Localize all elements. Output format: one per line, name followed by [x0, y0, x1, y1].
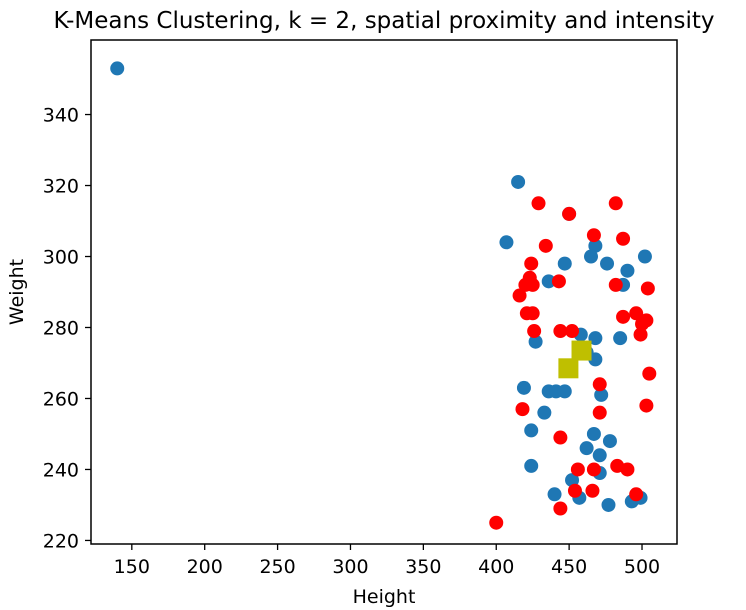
data-point [518, 277, 533, 292]
y-tick-label: 300 [43, 247, 79, 269]
data-point [592, 405, 607, 420]
data-point [525, 306, 540, 321]
data-point [553, 430, 568, 445]
data-point [499, 235, 514, 250]
data-point [600, 256, 615, 271]
data-point [579, 441, 594, 456]
x-tick-label: 250 [259, 556, 295, 578]
data-point [629, 306, 644, 321]
x-axis-ticks: 150 200 250 300 350 400 450 500 [114, 544, 660, 578]
data-point [541, 274, 556, 289]
y-tick-label: 260 [43, 388, 79, 410]
data-point [592, 377, 607, 392]
x-tick-label: 300 [332, 556, 368, 578]
data-point [620, 263, 635, 278]
data-point [547, 487, 562, 502]
centroid-marker [571, 340, 592, 361]
data-point [583, 249, 598, 264]
data-point [629, 487, 644, 502]
x-axis-label: Height [353, 586, 416, 608]
y-tick-label: 240 [43, 459, 79, 481]
data-point [586, 462, 601, 477]
x-tick-label: 150 [114, 556, 150, 578]
y-axis-ticks: 220 240 260 280 300 320 340 [43, 105, 91, 552]
data-point [527, 324, 542, 339]
data-point [601, 497, 616, 512]
data-point [616, 309, 631, 324]
data-point [565, 324, 580, 339]
data-point [516, 380, 531, 395]
data-point [639, 398, 654, 413]
data-point [633, 327, 648, 342]
data-point [511, 174, 526, 189]
data-point [110, 61, 125, 76]
x-tick-label: 400 [478, 556, 514, 578]
data-point [524, 458, 539, 473]
y-tick-label: 220 [43, 530, 79, 552]
data-point [565, 473, 580, 488]
y-tick-label: 320 [43, 176, 79, 198]
data-point [613, 331, 628, 346]
data-point [635, 316, 650, 331]
data-points [110, 61, 657, 530]
data-point [570, 462, 585, 477]
data-point [588, 331, 603, 346]
data-point [524, 423, 539, 438]
x-tick-label: 350 [405, 556, 441, 578]
y-tick-label: 340 [43, 105, 79, 127]
centroid-marker [558, 358, 579, 379]
data-point [608, 196, 623, 211]
data-point [538, 238, 553, 253]
data-point [553, 501, 568, 516]
data-point [640, 281, 655, 296]
data-point [585, 483, 600, 498]
data-point [586, 426, 601, 441]
data-point [557, 384, 572, 399]
y-tick-label: 280 [43, 317, 79, 339]
x-tick-label: 200 [187, 556, 223, 578]
data-point [616, 231, 631, 246]
data-point [557, 256, 572, 271]
data-point [588, 238, 603, 253]
plot-frame [90, 39, 678, 545]
data-point [642, 366, 657, 381]
data-point [608, 277, 623, 292]
data-point [567, 483, 582, 498]
y-axis-label: Weight [6, 259, 28, 325]
data-point [515, 402, 530, 417]
data-point [562, 206, 577, 221]
data-point [588, 352, 603, 367]
data-point [531, 196, 546, 211]
x-tick-label: 500 [624, 556, 660, 578]
data-point [489, 515, 504, 530]
data-point [602, 434, 617, 449]
data-point [637, 249, 652, 264]
data-point [594, 387, 609, 402]
data-point [551, 274, 566, 289]
data-point [512, 288, 527, 303]
data-point [586, 228, 601, 243]
data-point [537, 405, 552, 420]
data-point [592, 448, 607, 463]
data-point [528, 334, 543, 349]
chart-title: K-Means Clustering, k = 2, spatial proxi… [53, 8, 714, 34]
data-point [524, 256, 539, 271]
data-point [553, 324, 568, 339]
x-tick-label: 450 [551, 556, 587, 578]
data-point [620, 462, 635, 477]
